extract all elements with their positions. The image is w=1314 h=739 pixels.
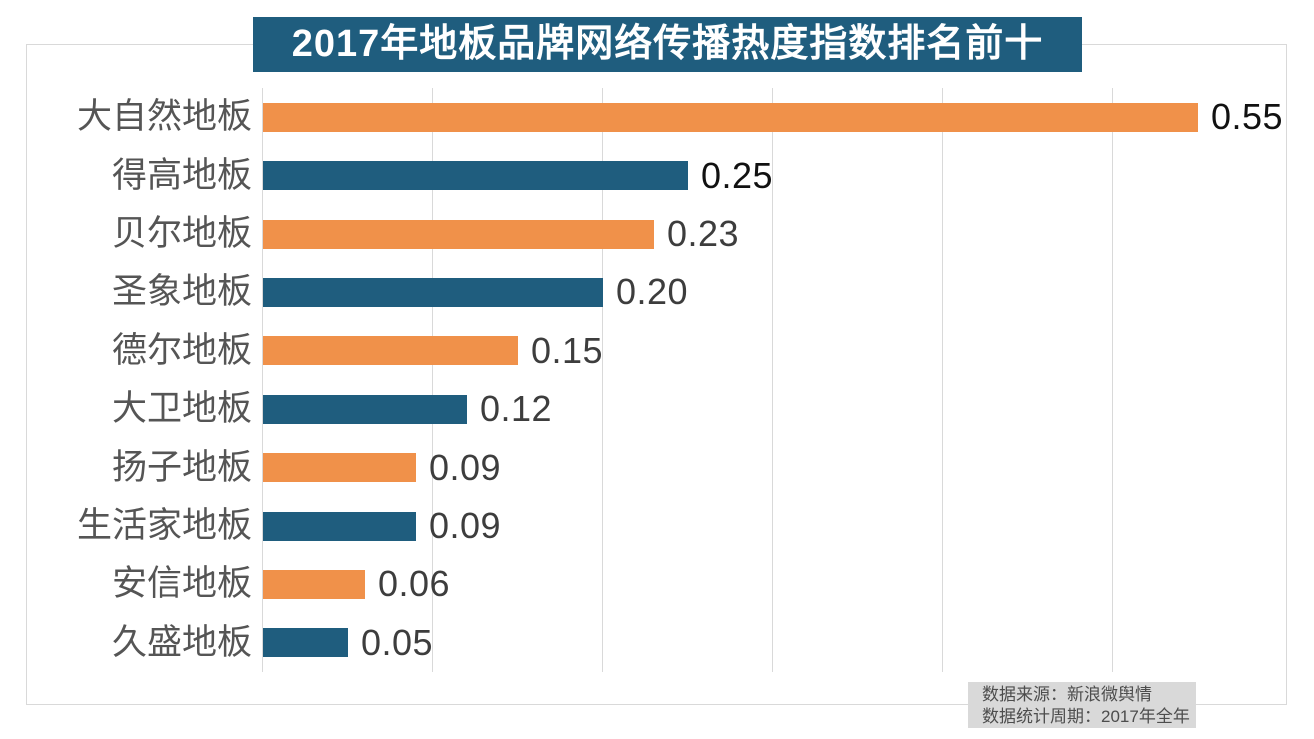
category-label: 大卫地板 — [111, 389, 252, 428]
gridline — [942, 88, 943, 672]
value-label: 0.06 — [378, 563, 451, 604]
bar — [263, 278, 603, 307]
gridline — [262, 88, 263, 672]
bar — [263, 103, 1198, 132]
gridline — [1112, 88, 1113, 672]
category-label: 圣象地板 — [111, 272, 252, 311]
bar — [263, 336, 518, 365]
bar — [263, 628, 348, 657]
gridline — [772, 88, 773, 672]
value-label: 0.25 — [701, 155, 774, 196]
category-label: 大自然地板 — [76, 97, 252, 136]
chart-title: 2017年地板品牌网络传播热度指数排名前十 — [291, 23, 1044, 65]
gridline — [432, 88, 433, 672]
category-label: 生活家地板 — [76, 506, 252, 545]
category-label: 得高地板 — [111, 156, 252, 195]
chart-title-banner: 2017年地板品牌网络传播热度指数排名前十 — [253, 17, 1082, 72]
gridline — [602, 88, 603, 672]
value-label: 0.05 — [361, 622, 434, 663]
value-label: 0.20 — [616, 271, 689, 312]
bar — [263, 220, 654, 249]
source-line-1: 数据来源：新浪微舆情 — [982, 685, 1152, 704]
value-label: 0.15 — [531, 330, 604, 371]
category-label: 德尔地板 — [111, 331, 252, 370]
bar — [263, 512, 416, 541]
value-label: 0.55 — [1211, 96, 1284, 137]
source-line-2: 数据统计周期：2017年全年 — [982, 707, 1190, 726]
bar — [263, 395, 467, 424]
category-label: 扬子地板 — [111, 448, 252, 487]
value-label: 0.12 — [480, 388, 553, 429]
category-label: 贝尔地板 — [111, 214, 252, 253]
value-label: 0.09 — [429, 447, 502, 488]
category-label: 安信地板 — [111, 564, 252, 603]
bar — [263, 161, 688, 190]
bar — [263, 570, 365, 599]
value-label: 0.09 — [429, 505, 502, 546]
value-label: 0.23 — [667, 213, 740, 254]
source-note: 数据来源：新浪微舆情 数据统计周期：2017年全年 — [968, 682, 1196, 728]
category-label: 久盛地板 — [111, 623, 252, 662]
bar — [263, 453, 416, 482]
